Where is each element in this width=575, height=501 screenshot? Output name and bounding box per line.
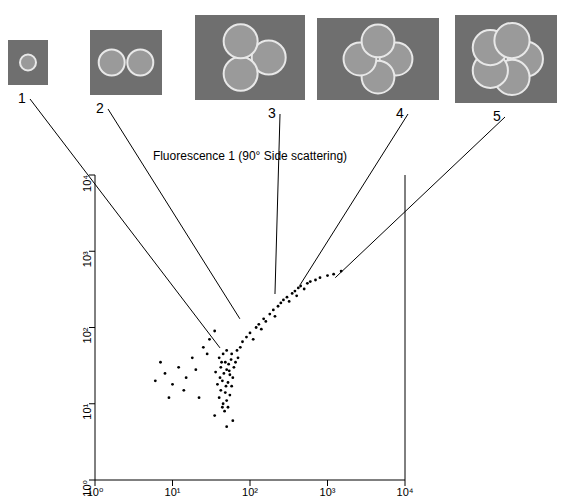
svg-text:Fluorescence 1 (90° Side scatt: Fluorescence 1 (90° Side scattering) [153,149,347,163]
svg-text:10³: 10³ [81,251,93,267]
svg-text:1: 1 [18,90,26,106]
svg-text:4: 4 [396,105,404,121]
svg-text:10⁴: 10⁴ [81,175,93,192]
svg-text:10²: 10² [242,486,258,498]
svg-text:5: 5 [493,108,501,124]
svg-text:10³: 10³ [320,486,336,498]
svg-text:10⁴: 10⁴ [397,486,414,498]
svg-text:10⁰: 10⁰ [81,479,93,496]
svg-text:10¹: 10¹ [81,403,93,419]
svg-text:10⁰: 10⁰ [86,485,104,498]
svg-text:3: 3 [268,105,276,121]
svg-text:10²: 10² [81,327,93,343]
svg-text:2: 2 [96,100,104,116]
svg-text:10¹: 10¹ [165,486,181,498]
